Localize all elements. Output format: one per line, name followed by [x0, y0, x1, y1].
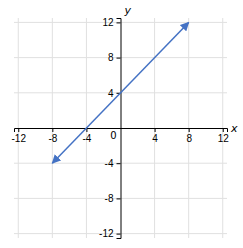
- y-tick: 4: [108, 88, 121, 99]
- plot: -12-8-44812-12-8-44812xy0: [12, 4, 238, 239]
- y-tick-label: 4: [108, 88, 114, 99]
- grid: [14, 18, 227, 238]
- labels: x y 0: [110, 4, 238, 141]
- y-tick-label: 8: [108, 52, 114, 63]
- x-tick-mark: [18, 128, 19, 132]
- x-axis: -12 -8 -4 4 8 12: [12, 128, 230, 144]
- x-tick-label: 8: [186, 133, 192, 144]
- y-tick-label: -4: [105, 158, 114, 169]
- x-tick-label: -12: [12, 133, 27, 144]
- x-tick: -12: [12, 128, 27, 144]
- x-tick-label: -4: [82, 133, 91, 144]
- marks: [52, 22, 188, 163]
- y-axis-title: y: [124, 4, 132, 17]
- y-tick: 8: [108, 52, 121, 63]
- y-tick-mark: [117, 198, 121, 199]
- y-tick-mark: [117, 22, 121, 23]
- x-tick-mark: [189, 128, 190, 132]
- x-tick-label: 12: [218, 133, 230, 144]
- x-tick-mark: [155, 128, 156, 132]
- y-tick-label: -12: [99, 228, 114, 239]
- y-tick-mark: [117, 163, 121, 164]
- x-tick: 8: [186, 128, 192, 144]
- chart: -12-8-44812-12-8-44812xy0: [0, 0, 243, 248]
- annotation: 0: [110, 130, 116, 141]
- x-tick-label: -8: [48, 133, 57, 144]
- y-tick-label: -8: [105, 193, 114, 204]
- x-tick: 12: [218, 128, 230, 144]
- y-tick-mark: [117, 58, 121, 59]
- y-axis-line: [117, 19, 122, 239]
- y-tick: -8: [105, 193, 121, 204]
- x-tick: -8: [48, 128, 57, 144]
- data-line: [52, 22, 188, 163]
- y-tick-mark: [117, 234, 121, 235]
- y-tick: -12: [99, 228, 120, 239]
- y-tick: 12: [102, 17, 120, 28]
- y-tick-label: 12: [102, 17, 114, 28]
- x-tick-mark: [52, 128, 53, 132]
- x-tick: 4: [152, 128, 158, 144]
- y-axis: -12 -8 -4 4 8 12: [99, 17, 121, 239]
- y-tick: -4: [105, 158, 121, 169]
- x-tick-label: 4: [152, 133, 158, 144]
- x-axis-title: x: [230, 122, 238, 135]
- x-tick-mark: [223, 128, 224, 132]
